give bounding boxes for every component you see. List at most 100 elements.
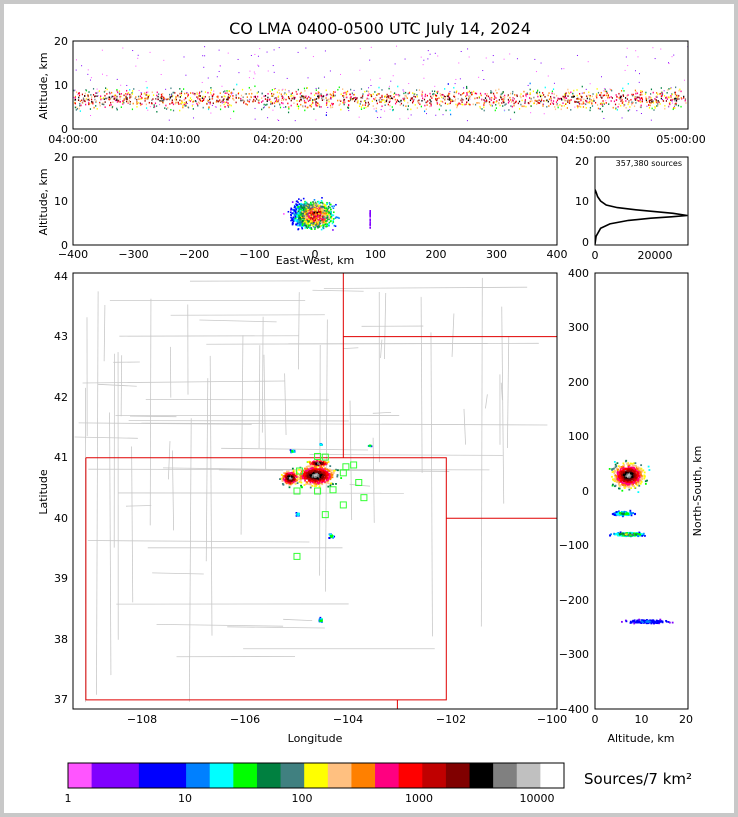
time-height-source [635,102,637,104]
time-height-source [156,94,158,97]
time-height-source [486,93,488,95]
plan-view-source [311,480,314,482]
time-height-source [192,93,194,95]
time-height-source [189,100,191,102]
time-height-source [603,94,606,97]
time-height-source [240,99,242,102]
time-height-source [125,92,127,95]
time-height-source [120,93,122,95]
time-height-source [262,106,265,109]
ew-source [318,207,321,209]
time-height-source [101,103,103,105]
time-height-source [411,98,413,100]
time-height-source [542,92,544,94]
time-height-source [167,107,169,109]
time-height-source [485,99,488,101]
time-height-sparse-source [297,51,299,53]
time-height-source [191,105,193,107]
time-height-source [556,94,558,97]
ew-source [302,212,304,214]
ew-source [290,214,292,217]
ew-source [302,224,305,227]
ns-source [608,467,611,470]
time-height-source [188,99,190,102]
time-height-source [626,98,629,100]
time-height-sparse-source [283,106,285,108]
ns-source [613,460,616,463]
time-height-source [575,101,577,103]
ew-source [332,207,335,210]
time-height-source [157,95,159,98]
plan-view-source [308,475,310,478]
time-height-source [257,101,260,104]
time-height-sparse-source [455,78,457,80]
time-height-source [467,91,469,94]
time-height-source [605,94,607,97]
time-height-source [563,99,565,102]
time-height-source [285,98,287,101]
time-height-source [591,105,594,107]
plan-view-source [337,469,339,472]
plan-view-source [320,444,323,446]
plan-view-source [328,468,331,471]
ew-source [304,216,306,219]
time-height-source [85,89,87,91]
ew-source [297,206,299,208]
time-height-source [278,92,281,94]
ew-source [331,222,334,225]
time-height-source [244,93,246,95]
time-height-source [455,91,457,94]
ew-source [301,211,304,213]
time-height-source [429,105,431,108]
time-height-source [299,92,301,95]
station-marker [293,552,301,560]
ew-source [322,208,325,211]
ew-source [304,213,306,215]
time-height-source [640,104,642,107]
time-height-source [94,95,96,97]
time-height-sources [73,45,688,122]
time-height-source [92,102,94,105]
plan-view-source [331,535,334,538]
time-height-source [594,101,597,104]
time-height-source [645,99,648,102]
plan-view-source [319,619,322,622]
ew-source [319,224,322,227]
time-height-source [300,99,303,102]
time-height-source [444,95,447,98]
time-height-source [425,108,427,111]
time-height-source [171,93,173,96]
time-height-sparse-source [458,62,460,64]
time-height-source [330,94,332,96]
time-height-source [615,107,617,110]
time-height-source [181,90,183,93]
time-height-source [85,103,87,106]
time-height-source [291,97,293,100]
time-height-source [554,106,556,108]
time-height-source [451,99,453,102]
time-height-source [275,98,278,101]
time-height-source [114,94,117,97]
plan-view-source [329,465,332,468]
ew-source [296,212,299,214]
time-height-source [242,96,244,99]
time-height-sparse-source [122,47,124,49]
time-height-source [644,93,647,95]
time-height-sparse-source [627,65,629,67]
plan-view-source [318,485,321,488]
time-height-source [356,97,358,99]
time-height-source [429,99,431,101]
plan-view-source [326,474,329,477]
time-height-source [273,93,275,96]
time-height-source [111,91,113,94]
time-height-source [89,102,91,105]
time-height-source [347,100,350,102]
ew-source [317,204,320,207]
time-height-source [658,101,660,104]
ew-source [324,207,326,210]
ew-source [295,208,297,211]
ew-source [328,217,331,219]
time-height-source [491,105,493,107]
time-height-source [456,104,459,107]
time-height-source [478,102,480,104]
